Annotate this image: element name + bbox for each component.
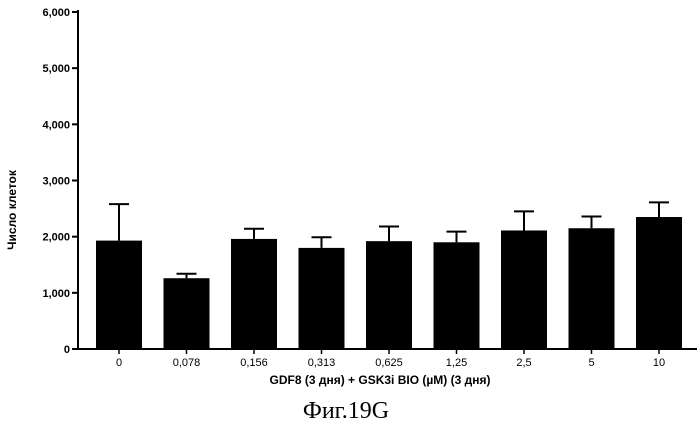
x-tick-label-3: 0,313 — [308, 357, 336, 369]
bar-4 — [366, 241, 412, 349]
x-tick-label-5: 1,25 — [446, 357, 467, 369]
y-tick-label-3: 3,000 — [42, 176, 70, 188]
bar-6 — [501, 230, 547, 349]
y-tick-label-0: 0 — [64, 344, 70, 356]
x-axis-title: GDF8 (3 дня) + GSK3i BIO (µM) (3 дня) — [270, 373, 491, 387]
x-tick-label-6: 2,5 — [516, 357, 531, 369]
x-tick-label-4: 0,625 — [375, 357, 403, 369]
figure-caption: Фиг.19G — [303, 398, 389, 424]
y-tick-label-2: 2,000 — [42, 232, 70, 244]
bar-3 — [299, 248, 345, 349]
x-tick-label-1: 0,078 — [173, 357, 201, 369]
bar-5 — [434, 242, 480, 349]
x-tick-label-7: 5 — [588, 357, 594, 369]
bar-2 — [231, 239, 277, 349]
y-axis-title: Число клеток — [5, 169, 19, 250]
y-tick-label-1: 1,000 — [42, 288, 70, 300]
y-ticks-group: 0 1,000 2,000 3,000 4,000 5,000 6,000 — [42, 7, 78, 356]
x-ticks-group: 0 0,078 0,156 0,313 0,625 1,25 2,5 5 10 — [116, 349, 665, 369]
x-tick-label-2: 0,156 — [240, 357, 268, 369]
y-tick-label-6: 6,000 — [42, 7, 70, 19]
bar-chart: 0 1,000 2,000 3,000 4,000 5,000 6,000 0 0,078 0,… — [0, 0, 700, 427]
bar-7 — [569, 228, 615, 349]
bar-1 — [164, 278, 210, 349]
x-tick-label-0: 0 — [116, 357, 122, 369]
bar-0 — [96, 241, 142, 349]
y-tick-label-5: 5,000 — [42, 63, 70, 75]
x-tick-label-8: 10 — [653, 357, 665, 369]
y-tick-label-4: 4,000 — [42, 119, 70, 131]
bar-8 — [636, 217, 682, 349]
